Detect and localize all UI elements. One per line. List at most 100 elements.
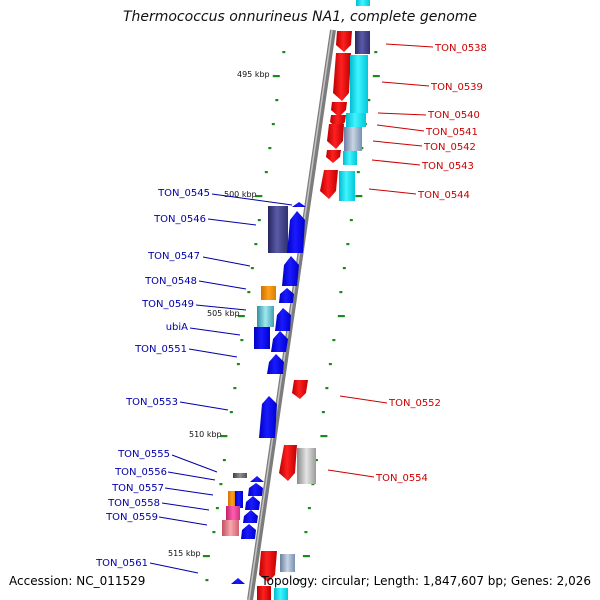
gene-glyph-ton-0547[interactable] bbox=[282, 256, 299, 286]
gene-label-ton-0548[interactable]: TON_0548 bbox=[144, 276, 197, 287]
gene-glyph-ton-0538[interactable] bbox=[336, 31, 352, 52]
gene-glyph-ton-0551[interactable] bbox=[267, 354, 284, 374]
gene-label-ton-0559[interactable]: TON_0559 bbox=[105, 512, 158, 523]
gene-glyph-ton-0557[interactable] bbox=[228, 491, 236, 506]
gene-glyph-ton-0543[interactable] bbox=[326, 150, 341, 163]
gene-glyph[interactable] bbox=[280, 554, 295, 572]
major-tick bbox=[237, 315, 245, 318]
gene-glyph-ton-0539[interactable] bbox=[333, 53, 351, 101]
minor-tick bbox=[356, 171, 360, 174]
minor-tick bbox=[236, 363, 240, 366]
major-tick bbox=[220, 435, 228, 438]
minor-tick bbox=[328, 363, 332, 366]
gene-label-ton-0538[interactable]: TON_0538 bbox=[434, 43, 487, 54]
gene-glyph-ubia[interactable] bbox=[254, 327, 270, 349]
gene-glyph[interactable] bbox=[350, 55, 368, 113]
gene-glyph[interactable] bbox=[245, 496, 260, 510]
gene-glyph-ton-0542[interactable] bbox=[327, 124, 344, 149]
gene-label-ton-0561[interactable]: TON_0561 bbox=[95, 558, 148, 569]
gene-glyph-ton-0554[interactable] bbox=[279, 445, 297, 481]
minor-tick bbox=[346, 243, 350, 246]
gene-glyph-ton-0548[interactable] bbox=[261, 286, 276, 300]
minor-tick bbox=[275, 99, 279, 102]
major-tick bbox=[372, 75, 380, 78]
gene-glyph[interactable] bbox=[275, 308, 291, 331]
gene-glyph-ton-0552[interactable] bbox=[292, 380, 308, 399]
gene-glyph-ton-0540[interactable] bbox=[331, 102, 347, 117]
gene-label-ton-0539[interactable]: TON_0539 bbox=[430, 82, 483, 93]
gene-glyph[interactable] bbox=[271, 331, 288, 352]
gene-label-ton-0556[interactable]: TON_0556 bbox=[114, 467, 167, 478]
gene-label-ton-0540[interactable]: TON_0540 bbox=[427, 110, 480, 121]
gene-label-ton-0558[interactable]: TON_0558 bbox=[107, 498, 160, 509]
forward-labels: TON_0538 TON_0539 TON_0540 TON_0541 TON_… bbox=[375, 43, 487, 484]
gene-glyph[interactable] bbox=[344, 127, 362, 151]
gene-glyph[interactable] bbox=[297, 448, 316, 484]
gene-glyph-ton-0546[interactable] bbox=[268, 206, 288, 253]
minor-tick bbox=[222, 459, 226, 462]
gene-glyph-ton-0556[interactable] bbox=[248, 483, 263, 496]
gene-glyph-ton-0559[interactable] bbox=[222, 520, 239, 536]
scale-label: 500 kbp bbox=[224, 190, 257, 199]
gene-glyph-ton-0561[interactable] bbox=[231, 578, 245, 584]
gene-glyph[interactable] bbox=[274, 588, 288, 600]
gene-label-ton-0557[interactable]: TON_0557 bbox=[111, 483, 164, 494]
map-title: Thermococcus onnurineus NA1, complete ge… bbox=[122, 9, 478, 25]
gene-label-ubia[interactable]: ubiA bbox=[166, 322, 188, 333]
gene-glyph[interactable] bbox=[346, 113, 366, 127]
gene-glyph-ton-0555[interactable] bbox=[233, 473, 247, 478]
gene-glyph-ton-0545[interactable] bbox=[292, 202, 306, 207]
minor-tick bbox=[271, 123, 275, 126]
accession-text: Accession: NC_011529 bbox=[9, 574, 146, 588]
gene-glyph[interactable] bbox=[243, 510, 258, 523]
minor-tick bbox=[268, 147, 272, 150]
major-tick bbox=[337, 315, 345, 318]
gene-glyphs bbox=[222, 0, 370, 600]
gene-glyph-ton-0544[interactable] bbox=[320, 170, 338, 199]
minor-tick bbox=[311, 483, 315, 486]
reverse-labels: TON_0545 TON_0546 TON_0547 TON_0548 TON_… bbox=[95, 188, 210, 569]
gene-glyph[interactable] bbox=[356, 0, 370, 6]
gene-glyph-ton-0549[interactable] bbox=[257, 306, 274, 327]
gene-label-ton-0553[interactable]: TON_0553 bbox=[125, 397, 178, 408]
gene-glyph[interactable] bbox=[339, 171, 355, 201]
gene-glyph[interactable] bbox=[257, 586, 271, 600]
minor-tick bbox=[233, 387, 237, 390]
gene-label-ton-0541[interactable]: TON_0541 bbox=[425, 127, 478, 138]
gene-glyph[interactable] bbox=[343, 151, 357, 165]
scale-label: 495 kbp bbox=[237, 70, 270, 79]
gene-glyph[interactable] bbox=[250, 476, 264, 482]
minor-tick bbox=[229, 411, 233, 414]
gene-glyph[interactable] bbox=[259, 551, 277, 582]
gene-glyph-ton-0558[interactable] bbox=[226, 506, 240, 520]
major-tick bbox=[302, 555, 310, 558]
gene-label-ton-0554[interactable]: TON_0554 bbox=[375, 473, 428, 484]
minor-tick bbox=[332, 339, 336, 342]
gene-glyph[interactable] bbox=[241, 524, 256, 539]
minor-tick bbox=[264, 171, 268, 174]
minor-tick bbox=[205, 579, 209, 582]
minor-tick bbox=[212, 531, 216, 534]
gene-label-ton-0551[interactable]: TON_0551 bbox=[134, 344, 187, 355]
topology-text: Topology: circular; Length: 1,847,607 bp… bbox=[261, 574, 591, 588]
gene-label-ton-0542[interactable]: TON_0542 bbox=[423, 142, 476, 153]
minor-tick bbox=[219, 483, 223, 486]
minor-tick bbox=[297, 579, 301, 582]
gene-label-ton-0552[interactable]: TON_0552 bbox=[388, 398, 441, 409]
minor-tick bbox=[314, 459, 318, 462]
gene-glyph[interactable] bbox=[279, 288, 294, 303]
minor-tick bbox=[307, 507, 311, 510]
minor-tick bbox=[250, 267, 254, 270]
gene-label-ton-0549[interactable]: TON_0549 bbox=[141, 299, 194, 310]
gene-glyph[interactable] bbox=[235, 491, 243, 508]
gene-label-ton-0545[interactable]: TON_0545 bbox=[157, 188, 210, 199]
gene-label-ton-0543[interactable]: TON_0543 bbox=[421, 161, 474, 172]
gene-label-ton-0544[interactable]: TON_0544 bbox=[417, 190, 470, 201]
gene-label-ton-0546[interactable]: TON_0546 bbox=[153, 214, 206, 225]
gene-label-ton-0555[interactable]: TON_0555 bbox=[117, 449, 170, 460]
gene-glyph[interactable] bbox=[287, 211, 305, 253]
gene-label-ton-0547[interactable]: TON_0547 bbox=[147, 251, 200, 262]
gene-glyph[interactable] bbox=[355, 31, 370, 54]
gene-glyph-ton-0553[interactable] bbox=[259, 396, 277, 438]
